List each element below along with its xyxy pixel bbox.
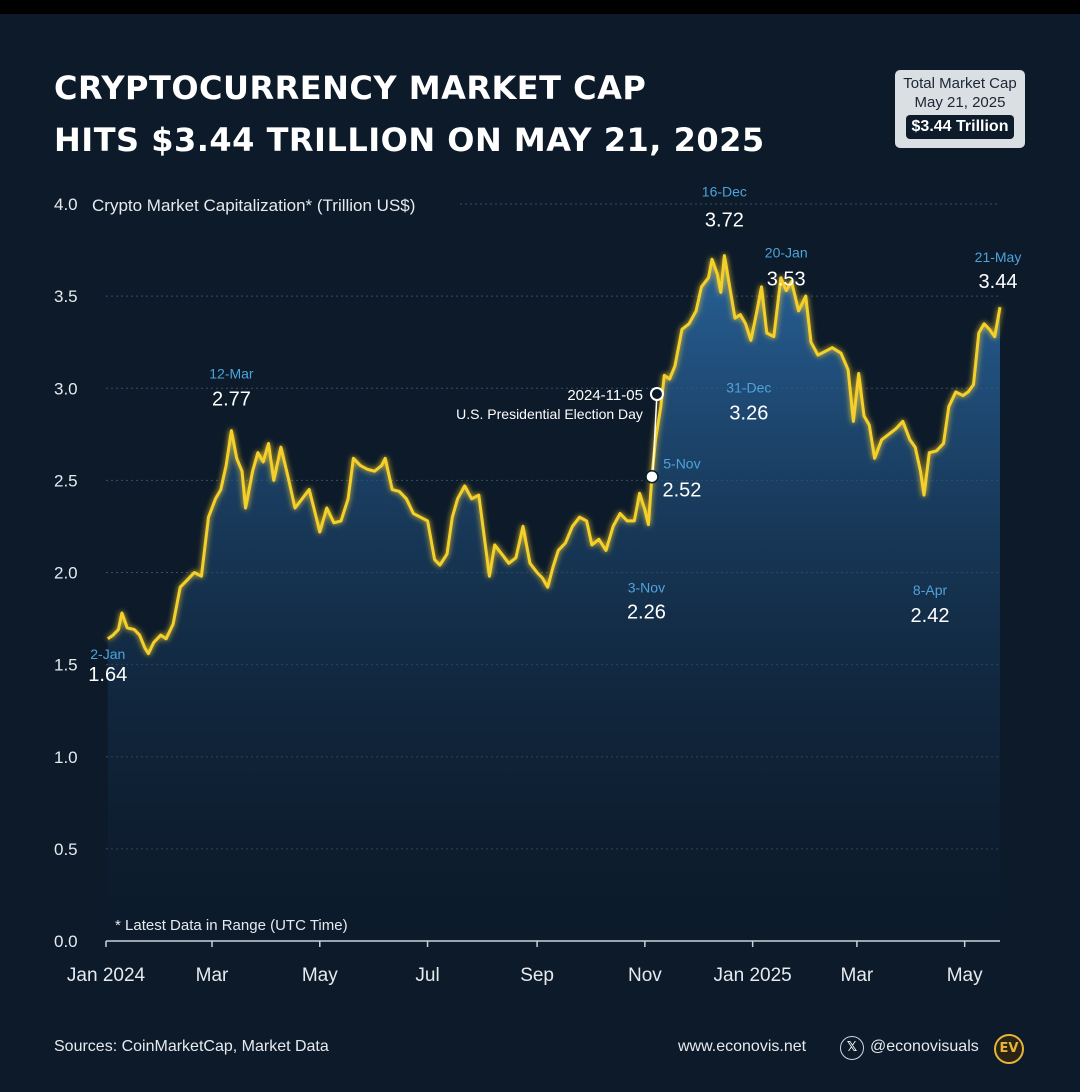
- annotation-value-label: 2.42: [911, 605, 950, 627]
- badge-line-1: Total Market Cap: [903, 75, 1017, 92]
- annotation-layer: 2-Jan 1.64 12-Mar 2.77 3-Nov 2.26 5-Nov 2.52 16-…: [88, 184, 1021, 686]
- annotation-date-label: 21-May: [975, 249, 1022, 265]
- annotation-date-label: 8-Apr: [913, 582, 948, 598]
- x-tick-label: Mar: [196, 965, 229, 986]
- annotation-value-label: 1.64: [88, 664, 127, 686]
- econovisuals-logo: EV: [994, 1034, 1024, 1064]
- y-axis-title: Crypto Market Capitalization* (Trillion …: [92, 196, 415, 215]
- x-tick-label: May: [302, 965, 338, 986]
- top-bar: [0, 0, 1080, 14]
- title-line-2: HITS $3.44 TRILLION ON MAY 21, 2025: [54, 121, 765, 159]
- y-tick-label: 0.5: [54, 840, 78, 859]
- footnote: * Latest Data in Range (UTC Time): [115, 917, 348, 934]
- y-tick-label: 2.0: [54, 564, 78, 583]
- annotation-date-label: 31-Dec: [726, 379, 771, 395]
- x-tick-label: Sep: [520, 965, 554, 986]
- y-tick-label: 1.5: [54, 656, 78, 675]
- annotation-value-label: 2.77: [212, 389, 251, 411]
- annotation-date-label: 20-Jan: [765, 245, 808, 261]
- badge-line-2: May 21, 2025: [914, 94, 1006, 111]
- y-tick-label: 2.5: [54, 471, 78, 490]
- annotation-date-label: 12-Mar: [209, 366, 254, 382]
- line-layer: [106, 254, 1002, 656]
- y-tick-label: 0.0: [54, 932, 78, 951]
- x-tick-label: Mar: [841, 965, 874, 986]
- x-logo-icon[interactable]: 𝕏: [840, 1036, 864, 1060]
- website-link[interactable]: www.econovis.net: [678, 1038, 807, 1055]
- x-tick-label: Jul: [415, 965, 439, 986]
- event-marker-line: [652, 393, 658, 471]
- social-handle[interactable]: @econovisuals: [870, 1038, 979, 1055]
- event-marker-ring: [649, 387, 664, 401]
- annotation-value-label: 2.52: [662, 480, 701, 502]
- event-date-label: 2024-11-05: [567, 387, 643, 404]
- y-tick-label: 4.0: [54, 195, 78, 214]
- annotation-value-label: 3.26: [729, 402, 768, 424]
- x-tick-label: Jan 2024: [67, 965, 146, 986]
- annotation-date-label: 3-Nov: [628, 580, 665, 596]
- y-tick-label: 1.0: [54, 748, 78, 767]
- area-layer: [107, 255, 1001, 942]
- x-tick-label: Nov: [628, 965, 662, 986]
- annotation-date-label: 16-Dec: [702, 184, 747, 200]
- x-tick-label: May: [947, 965, 983, 986]
- badge-value: $3.44 Trillion: [905, 115, 1015, 139]
- axis-layer: 0.0 0.5 1.0 1.5 2.0 2.5 3.0 3.5 4.0 Jan 2024 Mar Ma…: [54, 195, 1000, 986]
- annotation-value-label: 3.44: [979, 271, 1018, 293]
- annotation-date-label: 2-Jan: [90, 646, 125, 662]
- title-line-1: CRYPTOCURRENCY MARKET CAP: [54, 69, 647, 107]
- total-market-cap-badge: Total Market Cap May 21, 2025 $3.44 Tril…: [895, 70, 1025, 148]
- sources-text: Sources: CoinMarketCap, Market Data: [54, 1038, 329, 1055]
- event-description: U.S. Presidential Election Day: [456, 406, 643, 422]
- annotation-value-label: 3.72: [705, 210, 744, 232]
- y-tick-label: 3.0: [54, 379, 78, 398]
- market-cap-area: [107, 255, 1001, 942]
- x-tick-label: Jan 2025: [714, 965, 792, 986]
- annotation-value-label: 3.53: [767, 269, 806, 291]
- page-title: CRYPTOCURRENCY MARKET CAP HITS $3.44 TRI…: [54, 62, 765, 166]
- market-cap-line: [106, 254, 1002, 656]
- annotation-value-label: 2.26: [627, 602, 666, 624]
- annotation-date-label: 5-Nov: [663, 456, 700, 472]
- event-marker-dot: [645, 469, 659, 484]
- y-tick-label: 3.5: [54, 287, 78, 306]
